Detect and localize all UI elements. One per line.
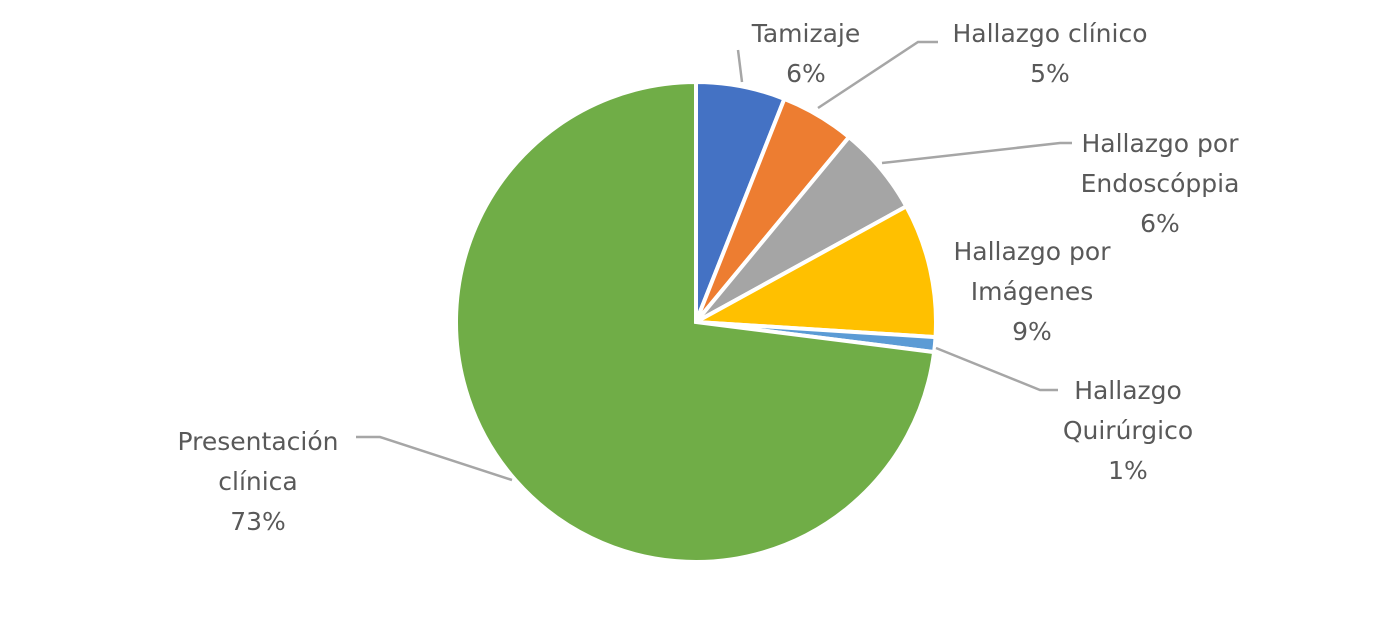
leader-lines [356,40,1072,482]
slice-category-label: Hallazgo por [953,237,1111,266]
leader-line [881,141,1072,165]
leader-line [736,49,744,83]
leader-line [935,346,1058,392]
slice-percent-label: 6% [1140,209,1180,238]
slice-percent-label: 73% [230,507,286,536]
slice-percent-label: 6% [786,59,826,88]
leader-line [356,435,513,482]
slice-percent-label: 9% [1012,317,1052,346]
pie-slice [689,203,938,340]
slice-category-label: Quirúrgico [1063,416,1193,445]
pie-slices [454,79,938,564]
slice-category-label: Hallazgo por [1081,129,1239,158]
slice-category-label: Tamizaje [751,19,861,48]
slice-percent-label: 1% [1108,456,1148,485]
data-labels: Tamizaje 6% Hallazgo clínico 5% Hallazgo por… [178,19,1240,536]
slice-category-label: Endoscóppia [1081,169,1240,198]
leader-line [817,40,938,110]
slice-category-label: clínica [218,467,298,496]
slice-category-label: Presentación [178,427,339,456]
slice-category-label: Hallazgo clínico [952,19,1147,48]
pie-slice [454,79,937,564]
slice-category-label: Imágenes [971,277,1094,306]
slice-percent-label: 5% [1030,59,1070,88]
slice-category-label: Hallazgo [1074,376,1182,405]
